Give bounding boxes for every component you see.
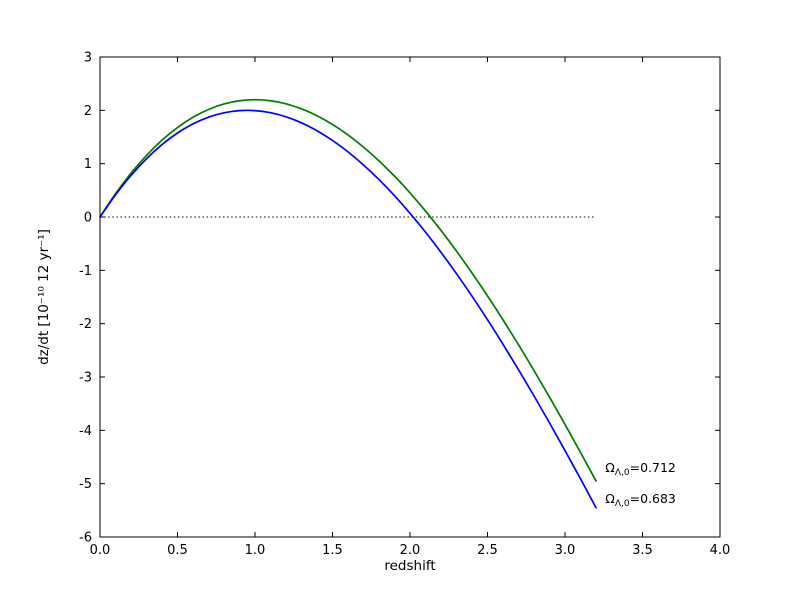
annotation-omega-subscript: Λ,0	[615, 499, 630, 509]
x-tick-label: 2.0	[400, 543, 421, 558]
x-tick-label: 3.0	[555, 543, 576, 558]
y-axis-ticks: -6 -5 -4 -3 -2 -1 0 1 2 3	[79, 51, 720, 546]
y-tick-label: -2	[79, 317, 92, 332]
annotation-omega-value: =0.712	[630, 460, 676, 475]
y-tick-label: -3	[79, 371, 92, 386]
annotation-omega-subscript: Λ,0	[615, 468, 630, 478]
x-tick-label: 4.0	[710, 543, 731, 558]
y-tick-label: 3	[84, 51, 92, 66]
annotation-omega-0683: ΩΛ,0=0.683	[605, 491, 676, 509]
series-curve-0	[99, 98, 597, 482]
annotation-omega-symbol: Ω	[605, 491, 615, 506]
x-tick-label: 1.5	[322, 543, 343, 558]
x-tick-label: 0.5	[167, 543, 188, 558]
y-tick-label: 1	[84, 157, 92, 172]
annotation-omega-0712: ΩΛ,0=0.712	[605, 460, 676, 478]
plot-area-frame	[99, 56, 721, 538]
x-axis-label: redshift	[384, 558, 435, 574]
series-curve-1	[99, 109, 597, 509]
y-tick-label: 0	[84, 211, 92, 226]
y-tick-label: 2	[84, 104, 92, 119]
annotation-omega-value: =0.683	[630, 491, 676, 506]
x-tick-label: 3.5	[632, 543, 653, 558]
y-axis-label: dz/dt [10⁻¹⁰ 12 yr⁻¹]	[36, 229, 52, 365]
x-tick-label: 1.0	[245, 543, 266, 558]
y-tick-label: -6	[79, 531, 92, 546]
annotation-omega-symbol: Ω	[605, 460, 615, 475]
y-tick-label: -1	[79, 264, 92, 279]
series-curves	[99, 98, 597, 509]
x-axis-ticks: 0.0 0.5 1.0 1.5 2.0 2.5 3.0 3.5 4.0	[90, 57, 731, 558]
y-tick-label: -4	[79, 424, 92, 439]
x-tick-label: 2.5	[477, 543, 498, 558]
x-tick-label: 0.0	[90, 543, 111, 558]
y-tick-label: -5	[79, 477, 92, 492]
